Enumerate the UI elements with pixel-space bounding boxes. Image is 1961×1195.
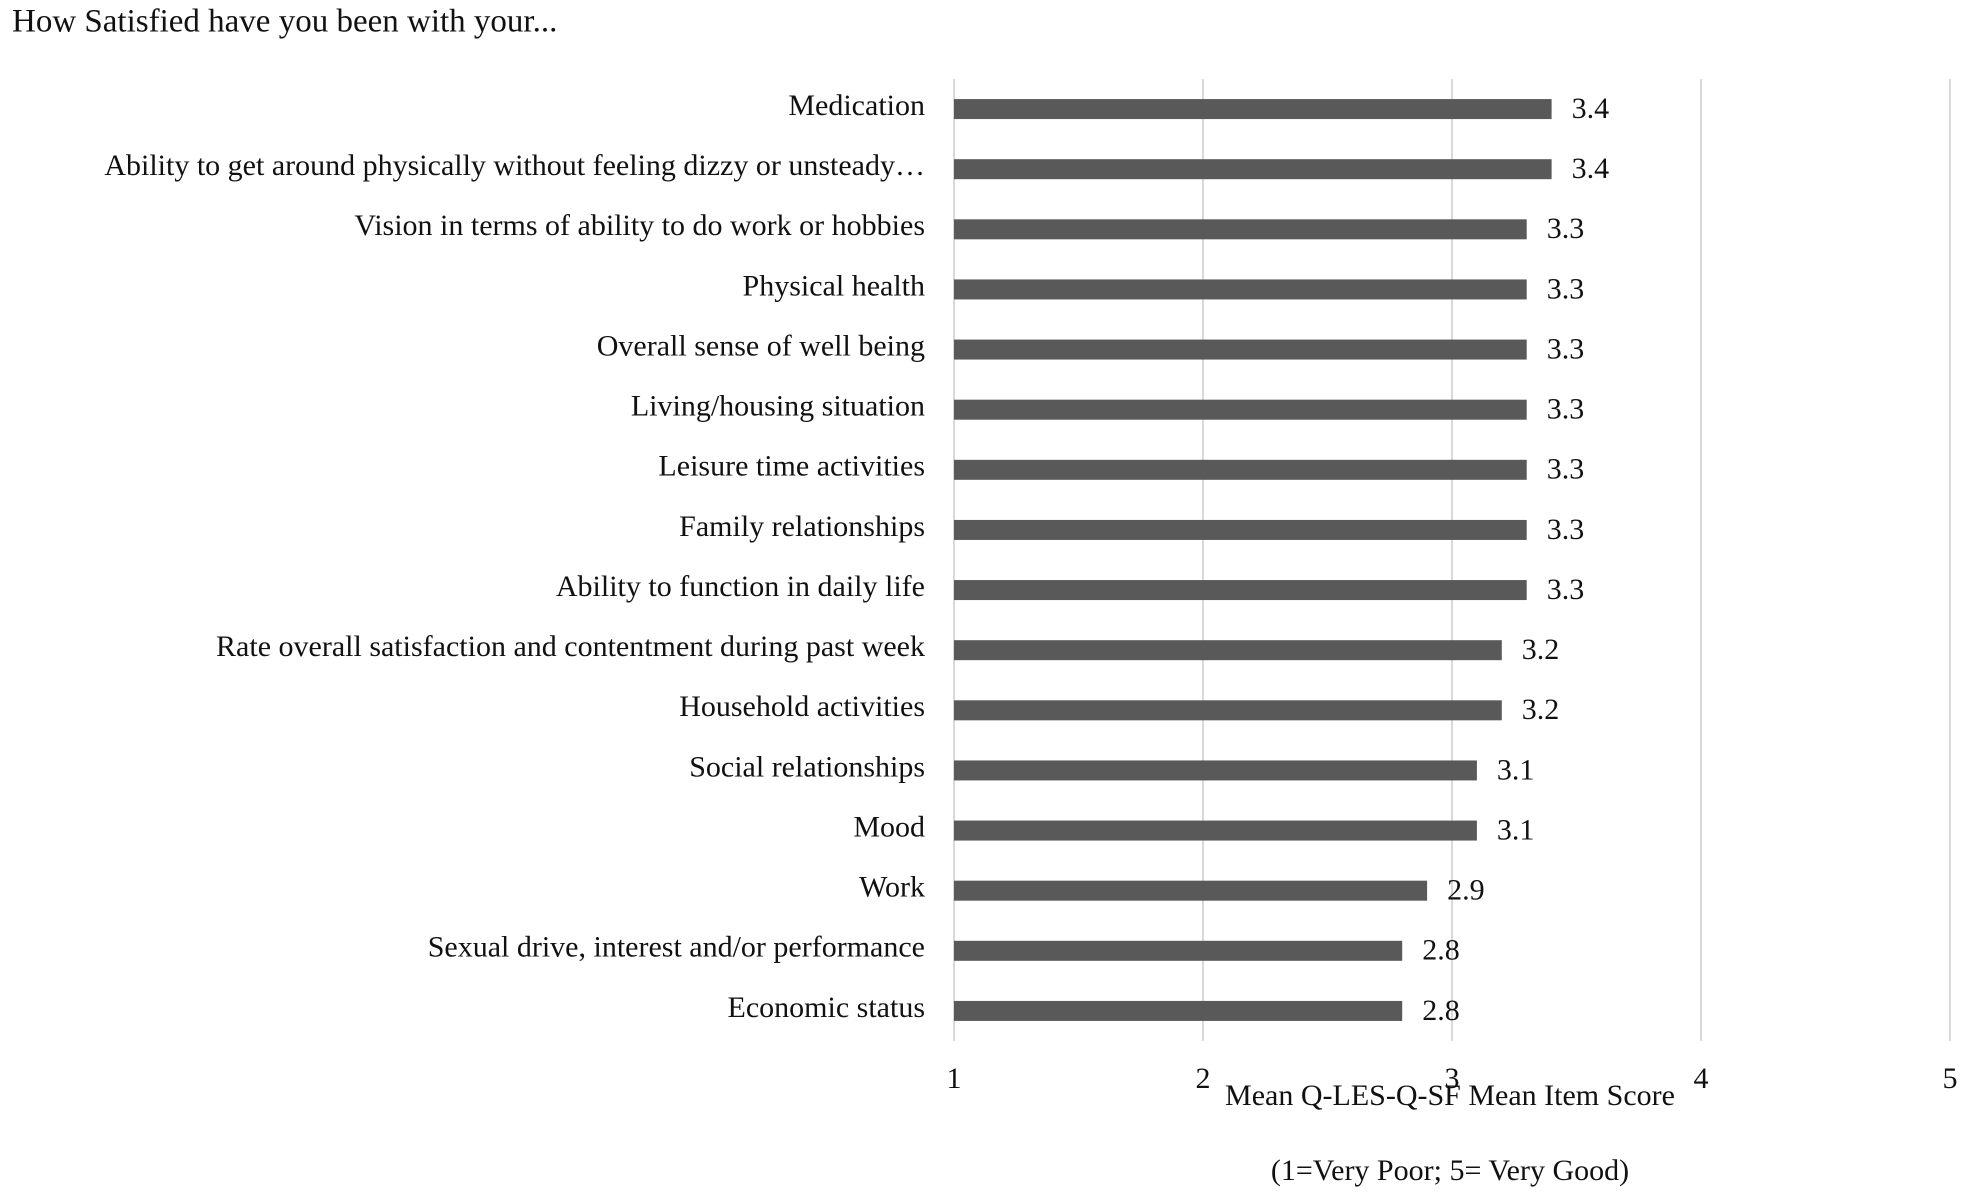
- y-tick-label: Sexual drive, interest and/or performanc…: [428, 931, 925, 964]
- y-tick-label: Physical health: [743, 269, 925, 302]
- y-tick-label: Overall sense of well being: [597, 329, 925, 362]
- y-tick-label: Work: [859, 871, 925, 904]
- bar: [954, 580, 1527, 601]
- bar: [954, 279, 1527, 300]
- data-label: 3.4: [1572, 92, 1610, 125]
- bar: [954, 880, 1428, 901]
- bar: [954, 1000, 1403, 1021]
- y-tick-label: Mood: [853, 810, 925, 843]
- data-label: 3.3: [1547, 272, 1585, 305]
- bar: [954, 940, 1403, 961]
- bar: [954, 640, 1502, 661]
- bar: [954, 219, 1527, 240]
- bar: [954, 399, 1527, 420]
- y-tick-label: Leisure time activities: [658, 450, 925, 483]
- x-tick-label: 5: [1943, 1062, 1958, 1095]
- bar: [954, 99, 1552, 120]
- y-tick-label: Vision in terms of ability to do work or…: [354, 209, 925, 242]
- bar: [954, 459, 1527, 480]
- data-label: 2.9: [1447, 874, 1485, 907]
- x-axis-title: (1=Very Poor; 5= Very Good): [1271, 1154, 1629, 1187]
- data-label: 3.3: [1547, 573, 1585, 606]
- x-tick-label: 1: [947, 1062, 962, 1095]
- y-tick-label: Ability to get around physically without…: [104, 149, 925, 182]
- data-label: 2.8: [1422, 934, 1460, 967]
- x-tick-label: 4: [1694, 1062, 1709, 1095]
- bar: [954, 760, 1477, 781]
- bar: [954, 339, 1527, 360]
- x-tick-label: 3: [1445, 1062, 1460, 1095]
- data-label: 3.3: [1547, 332, 1585, 365]
- data-label: 3.1: [1497, 813, 1535, 846]
- y-tick-label: Social relationships: [689, 750, 925, 783]
- x-axis-title: Mean Q-LES-Q-SF Mean Item Score: [1225, 1079, 1675, 1112]
- data-label: 3.3: [1547, 212, 1585, 245]
- y-tick-label: Household activities: [679, 690, 925, 723]
- y-tick-label: Ability to function in daily life: [556, 570, 925, 603]
- data-label: 3.3: [1547, 393, 1585, 426]
- data-label: 3.3: [1547, 513, 1585, 546]
- bar: [954, 820, 1477, 841]
- data-label: 3.1: [1497, 753, 1535, 786]
- data-label: 3.4: [1572, 152, 1610, 185]
- bar: [954, 159, 1552, 180]
- y-tick-label: Living/housing situation: [631, 390, 925, 423]
- y-tick-label: Economic status: [728, 991, 925, 1024]
- data-label: 3.2: [1522, 693, 1560, 726]
- data-label: 3.3: [1547, 453, 1585, 486]
- y-tick-label: Medication: [788, 89, 925, 122]
- bar: [954, 519, 1527, 540]
- y-tick-label: Rate overall satisfaction and contentmen…: [216, 630, 925, 663]
- bar: [954, 700, 1502, 721]
- chart-title: How Satisfied have you been with your...: [12, 4, 557, 40]
- x-tick-label: 2: [1196, 1062, 1211, 1095]
- data-label: 2.8: [1422, 994, 1460, 1027]
- y-tick-label: Family relationships: [679, 510, 925, 543]
- data-label: 3.2: [1522, 633, 1560, 666]
